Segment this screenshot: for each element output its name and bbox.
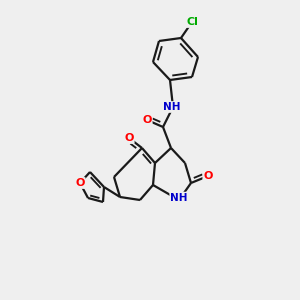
Text: O: O bbox=[142, 115, 152, 125]
Text: O: O bbox=[124, 133, 134, 143]
Text: O: O bbox=[75, 178, 85, 188]
Text: O: O bbox=[203, 171, 213, 181]
Text: Cl: Cl bbox=[186, 17, 198, 27]
Text: NH: NH bbox=[163, 102, 180, 112]
Text: NH: NH bbox=[170, 193, 188, 202]
